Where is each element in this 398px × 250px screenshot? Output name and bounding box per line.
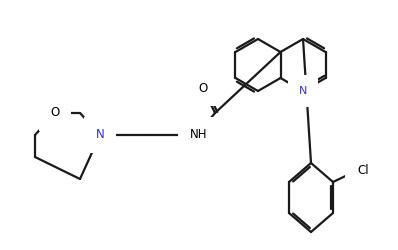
Text: O: O: [51, 106, 60, 120]
Text: N: N: [96, 128, 104, 141]
Text: O: O: [198, 82, 208, 94]
Text: N: N: [299, 86, 307, 96]
Text: NH: NH: [190, 128, 208, 141]
Text: Cl: Cl: [357, 164, 369, 176]
